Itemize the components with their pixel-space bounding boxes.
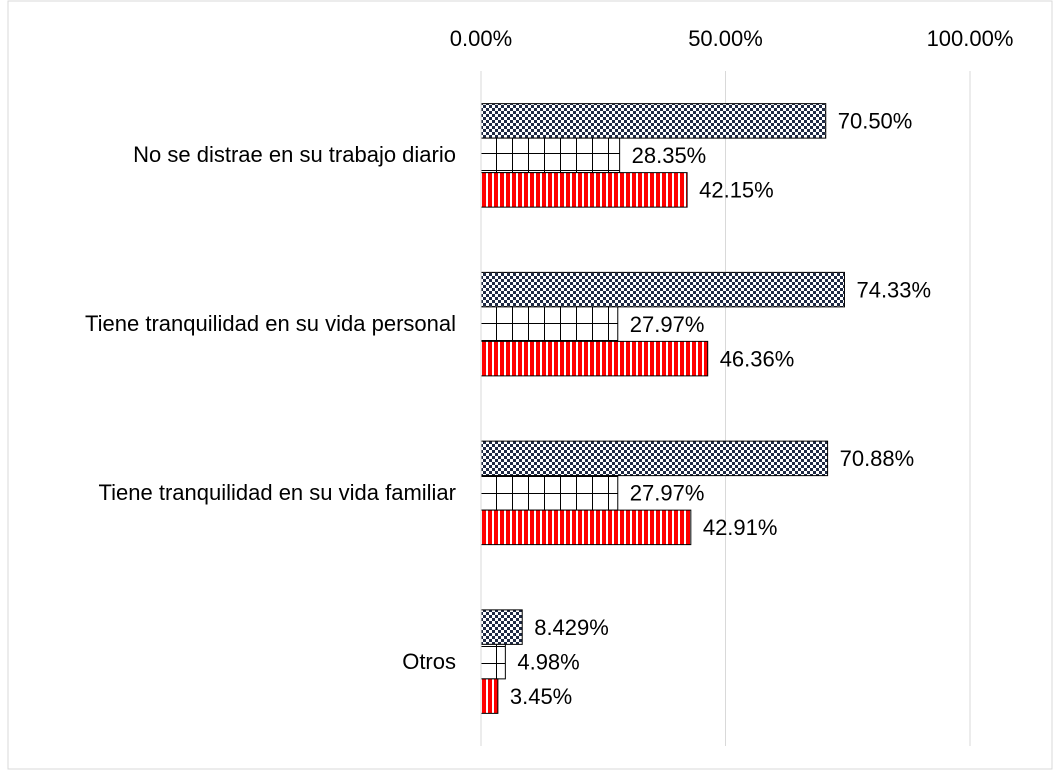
bar [480,475,619,511]
data-label: 42.91% [703,515,778,540]
bar [480,103,827,139]
bar [480,678,499,714]
data-label: 8.429% [534,615,609,640]
y-tick-label: Tiene tranquilidad en su vida personal [85,311,456,337]
bar [480,271,845,308]
data-label: 28.35% [632,143,707,168]
bar [480,509,692,546]
data-label: 27.97% [630,481,705,506]
bar [480,306,619,342]
y-tick-label: Tiene tranquilidad en su vida familiar [98,479,457,505]
data-label: 70.88% [840,446,915,471]
data-label: 74.33% [856,277,931,302]
x-tick-label: 100.00% [927,26,1014,51]
bar [480,340,709,377]
bar [480,172,688,208]
x-tick-label: 50.00% [688,26,763,51]
bar [480,643,506,680]
y-tick-label: Otros [402,648,456,674]
x-tick-label: 0.00% [450,26,512,51]
bar [480,609,523,645]
y-tick-label: No se distrae en su trabajo diario [133,142,456,168]
data-label: 3.45% [510,684,572,709]
data-label: 42.15% [699,178,774,203]
data-label: 46.36% [720,346,795,371]
data-label: 4.98% [517,649,579,674]
data-label: 70.50% [838,109,913,134]
bar [480,440,829,477]
data-label: 27.97% [630,312,705,337]
bar [480,137,621,174]
frame [7,0,1053,770]
